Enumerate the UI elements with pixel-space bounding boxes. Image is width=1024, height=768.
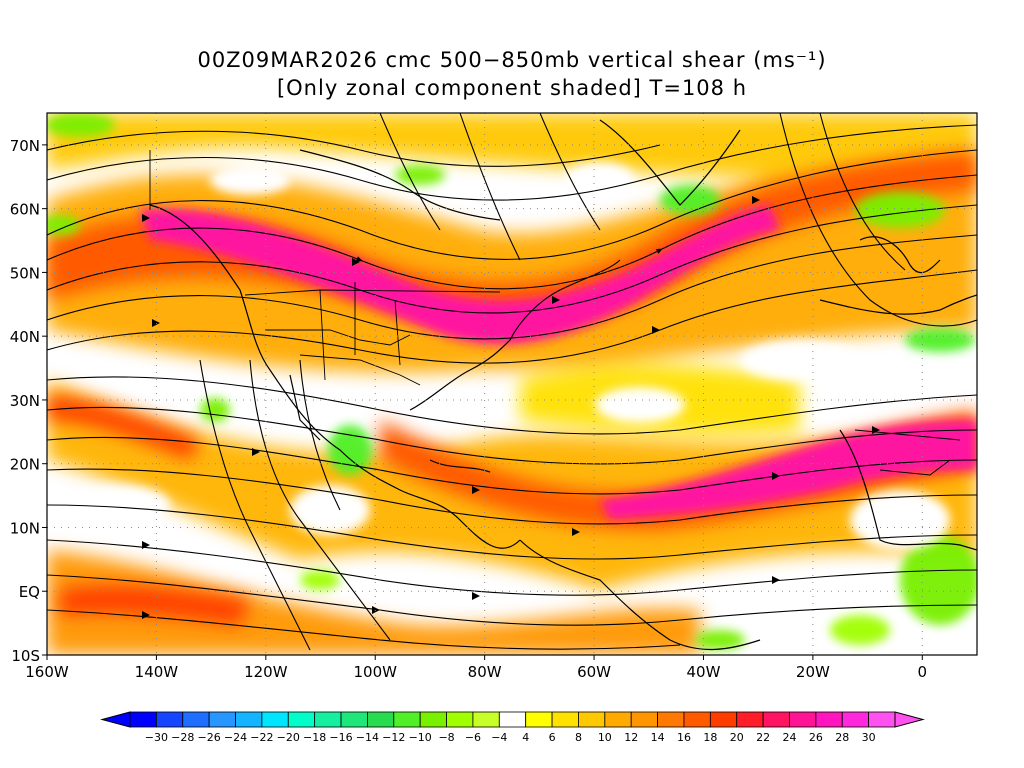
colorbar-label: 12 xyxy=(624,731,638,744)
colorbar-label: 14 xyxy=(651,731,665,744)
colorbar-swatch xyxy=(182,711,210,728)
wind-streamlines xyxy=(47,113,977,651)
colorbar-swatch xyxy=(578,711,606,728)
colorbar-label: 22 xyxy=(756,731,770,744)
colorbar-swatch xyxy=(841,711,870,728)
colorbar-swatch xyxy=(155,711,184,728)
lat-tick-label: EQ xyxy=(19,583,40,601)
colorbar-swatch xyxy=(208,711,236,728)
gridlines xyxy=(47,113,977,655)
lon-tick-label: 120W xyxy=(244,663,288,681)
colorbar-label: −18 xyxy=(303,731,326,744)
colorbar-swatch xyxy=(525,711,553,728)
colorbar-label: −6 xyxy=(465,731,481,744)
map-frame xyxy=(46,112,978,656)
lat-tick-label: 30N xyxy=(10,392,40,410)
lat-tick-label: 40N xyxy=(10,328,40,346)
colorbar-label: 10 xyxy=(598,731,612,744)
colorbar-swatch xyxy=(235,711,263,728)
colorbar-label: 18 xyxy=(703,731,717,744)
colorbar-swatch xyxy=(472,711,500,728)
colorbar-label: 16 xyxy=(677,731,691,744)
colorbar-label: −28 xyxy=(171,731,194,744)
colorbar-swatch xyxy=(340,711,368,728)
lon-tick-label: 140W xyxy=(135,663,179,681)
colorbar-swatch xyxy=(446,711,474,728)
colorbar-swatch xyxy=(683,711,711,728)
lat-tick-label: 20N xyxy=(10,456,40,474)
shear-shading xyxy=(47,113,977,655)
streamline-arrows xyxy=(142,196,880,619)
colorbar-swatch xyxy=(630,711,658,728)
colorbar-swatch xyxy=(419,711,447,728)
colorbar-swatch xyxy=(868,711,896,728)
colorbar-label: −16 xyxy=(329,731,352,744)
colorbar-label: −24 xyxy=(224,731,247,744)
colorbar-label: −14 xyxy=(356,731,379,744)
lon-tick-label: 160W xyxy=(25,663,69,681)
colorbar-swatch xyxy=(129,711,157,728)
lon-tick-label: 100W xyxy=(354,663,398,681)
colorbar-swatch xyxy=(815,711,843,728)
lon-tick-label: 80W xyxy=(468,663,502,681)
colorbar-label: 26 xyxy=(809,731,823,744)
chart-title-line2: [Only zonal component shaded] T=108 h xyxy=(276,76,748,100)
chart-title-line1: 00Z09MAR2026 cmc 500−850mb vertical shea… xyxy=(197,48,827,72)
colorbar-label: 30 xyxy=(862,731,876,744)
lat-tick-label: 10N xyxy=(10,519,40,537)
colorbar-swatch xyxy=(762,711,790,728)
colorbar-swatch xyxy=(657,711,685,728)
colorbar-label: −10 xyxy=(409,731,432,744)
colorbar-label: 6 xyxy=(549,731,556,744)
lat-tick-label: 10S xyxy=(11,647,40,665)
colorbar-label: −4 xyxy=(491,731,507,744)
colorbar-swatch xyxy=(314,711,342,728)
colorbar-swatch xyxy=(709,711,738,728)
colorbar-swatch xyxy=(551,711,579,728)
colorbar-label: 4 xyxy=(522,731,529,744)
lon-tick-label: 0 xyxy=(918,663,928,681)
colorbar-label: −22 xyxy=(250,731,273,744)
colorbar-label: −26 xyxy=(198,731,221,744)
colorbar-swatch xyxy=(393,711,421,728)
colorbar-swatch xyxy=(789,711,817,728)
colorbar-label: 28 xyxy=(835,731,849,744)
colorbar-label: −30 xyxy=(145,731,168,744)
lon-tick-label: 40W xyxy=(687,663,721,681)
coastlines xyxy=(149,119,977,650)
colorbar-right-triangle xyxy=(894,711,925,728)
colorbar-swatch xyxy=(604,711,632,728)
colorbar-label: 24 xyxy=(782,731,796,744)
colorbar-swatch xyxy=(367,711,395,728)
lon-tick-label: 60W xyxy=(577,663,611,681)
colorbar-label: −20 xyxy=(277,731,300,744)
lat-tick-label: 60N xyxy=(10,201,40,219)
colorbar-label: 8 xyxy=(575,731,582,744)
colorbar-label: −8 xyxy=(438,731,454,744)
colorbar-swatch xyxy=(261,711,289,728)
colorbar-swatch xyxy=(287,711,316,728)
lat-tick-label: 50N xyxy=(10,264,40,282)
colorbar-swatch xyxy=(736,711,764,728)
colorbar-label: −12 xyxy=(382,731,405,744)
colorbar-label: 20 xyxy=(730,731,744,744)
colorbar-swatch xyxy=(498,711,527,728)
lat-tick-label: 70N xyxy=(10,137,40,155)
colorbar-left-triangle xyxy=(100,711,131,728)
lon-tick-label: 20W xyxy=(796,663,830,681)
